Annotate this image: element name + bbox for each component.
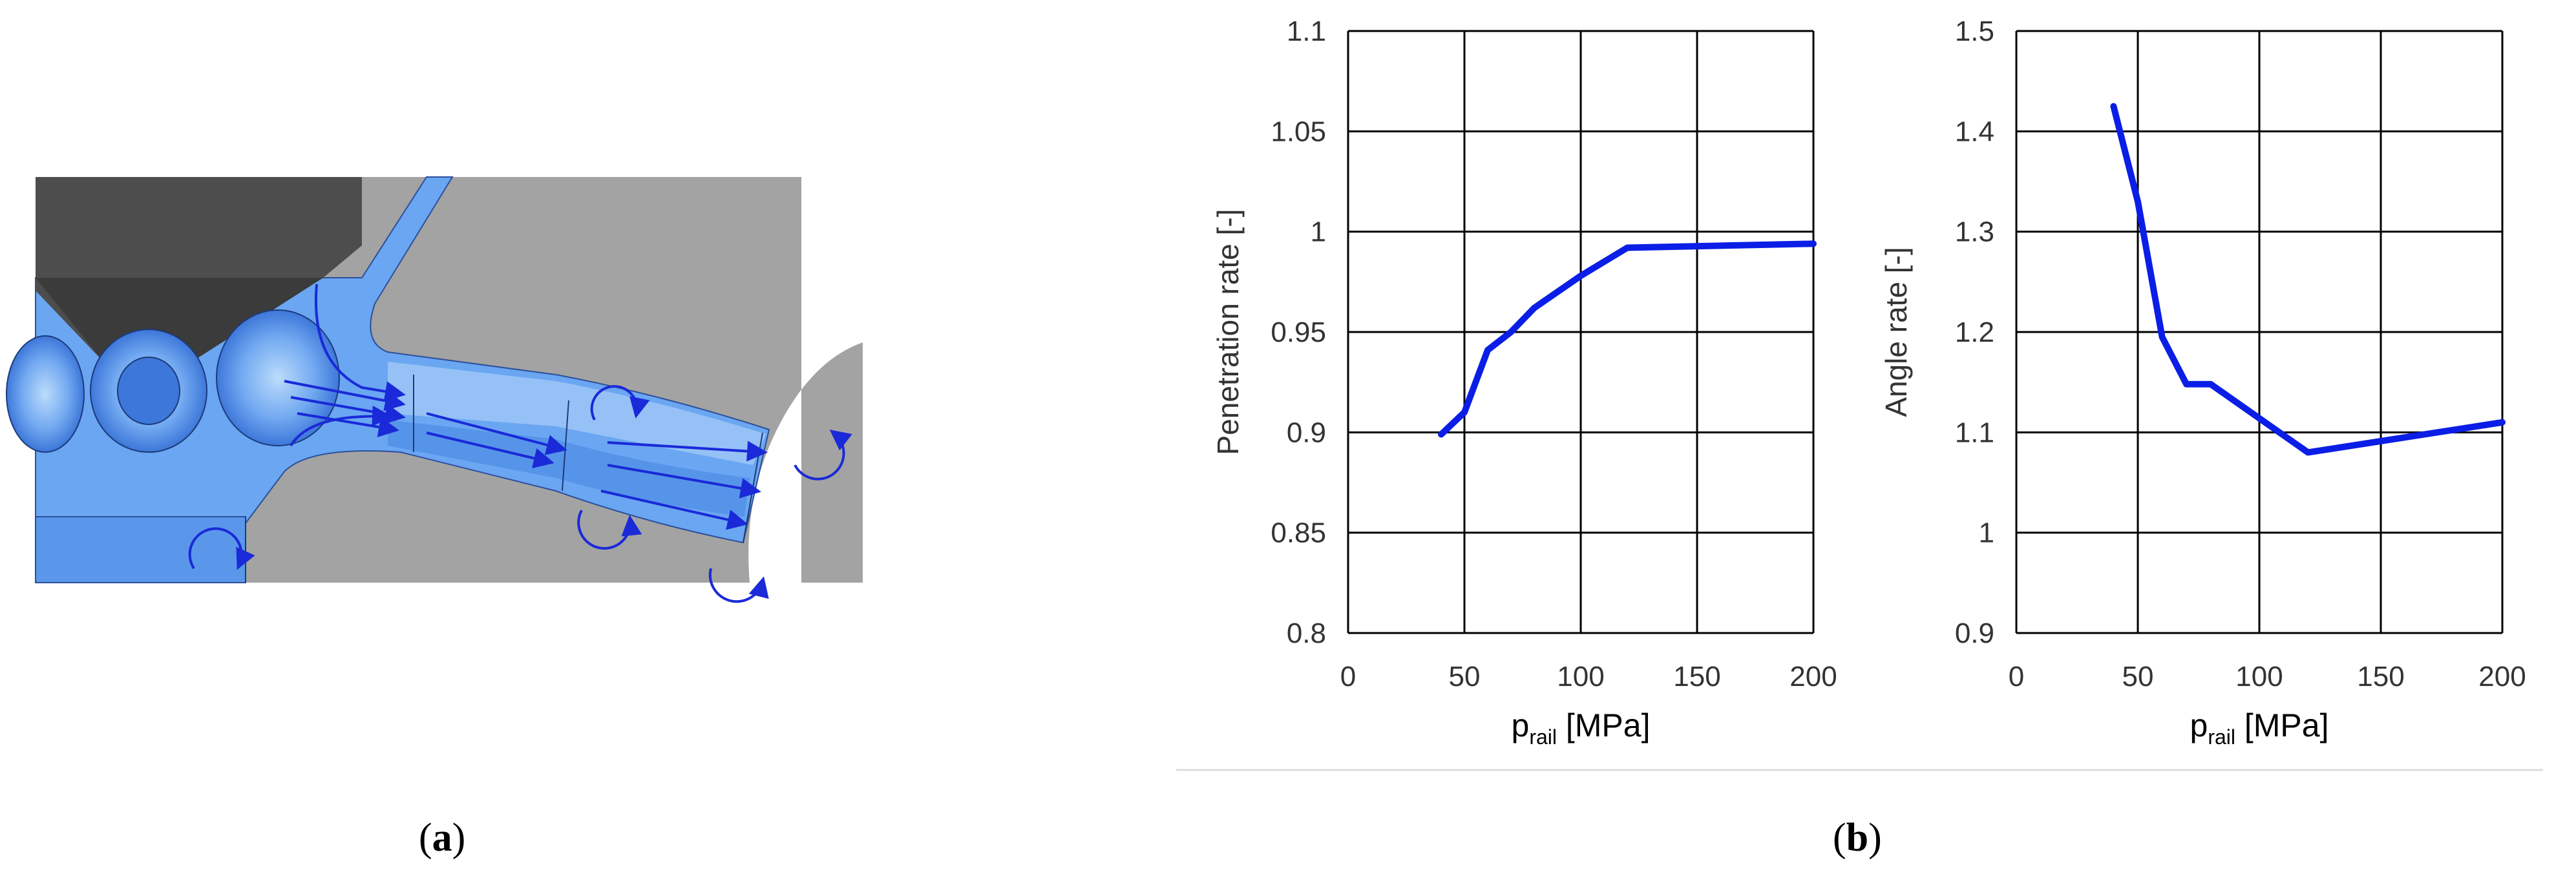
vortex-symbols xyxy=(188,385,852,603)
series-line xyxy=(2110,103,2506,456)
nozzle-flow-illustration xyxy=(6,176,863,603)
x-tick-label: 200 xyxy=(2478,661,2526,692)
y-tick-label: 1.5 xyxy=(1955,16,1994,47)
flow-arrows xyxy=(284,284,768,530)
y-tick-label: 0.8 xyxy=(1287,618,1326,649)
panel-label-a: (a) xyxy=(419,816,466,860)
x-tick-label: 0 xyxy=(1340,661,1356,692)
x-axis-label: prail [MPa] xyxy=(2190,707,2329,749)
y-tick-label: 1.05 xyxy=(1271,116,1326,147)
x-tick-label: 150 xyxy=(2357,661,2404,692)
y-tick-label: 0.95 xyxy=(1271,317,1326,348)
y-axis-label: Angle rate [-] xyxy=(1879,247,1913,417)
x-tick-label: 200 xyxy=(1789,661,1837,692)
y-tick-label: 1.1 xyxy=(1287,16,1326,47)
y-tick-label: 1.1 xyxy=(1955,417,1994,448)
y-tick-label: 0.85 xyxy=(1271,517,1326,549)
x-tick-label: 50 xyxy=(1449,661,1481,692)
y-tick-label: 1.3 xyxy=(1955,216,1994,248)
x-tick-label: 100 xyxy=(2235,661,2283,692)
y-tick-label: 1 xyxy=(1979,517,1994,549)
penetration-rate-chart: 0 50 100 150 200 0.8 0.85 0.9 0.95 1 1.05 1.1 Penetr… xyxy=(1211,16,1837,749)
x-tick-label: 100 xyxy=(1557,661,1604,692)
sac-holes xyxy=(6,309,340,453)
panel-label-b: (b) xyxy=(1833,816,1882,860)
y-axis-label: Penetration rate [-] xyxy=(1211,209,1245,455)
y-tick-label: 0.9 xyxy=(1955,618,1994,649)
y-tick-label: 1 xyxy=(1311,216,1326,248)
y-tick-label: 1.4 xyxy=(1955,116,1994,147)
angle-rate-chart: 0 50 100 150 200 0.9 1 1.1 1.2 1.3 1.4 1.5 Angle rat… xyxy=(1879,16,2526,749)
y-tick-label: 0.9 xyxy=(1287,417,1326,448)
x-tick-label: 0 xyxy=(2009,661,2024,692)
x-tick-label: 50 xyxy=(2122,661,2154,692)
y-tick-label: 1.2 xyxy=(1955,317,1994,348)
x-axis-label: prail [MPa] xyxy=(1512,707,1651,749)
series-line xyxy=(1438,240,1817,438)
x-tick-label: 150 xyxy=(1673,661,1720,692)
